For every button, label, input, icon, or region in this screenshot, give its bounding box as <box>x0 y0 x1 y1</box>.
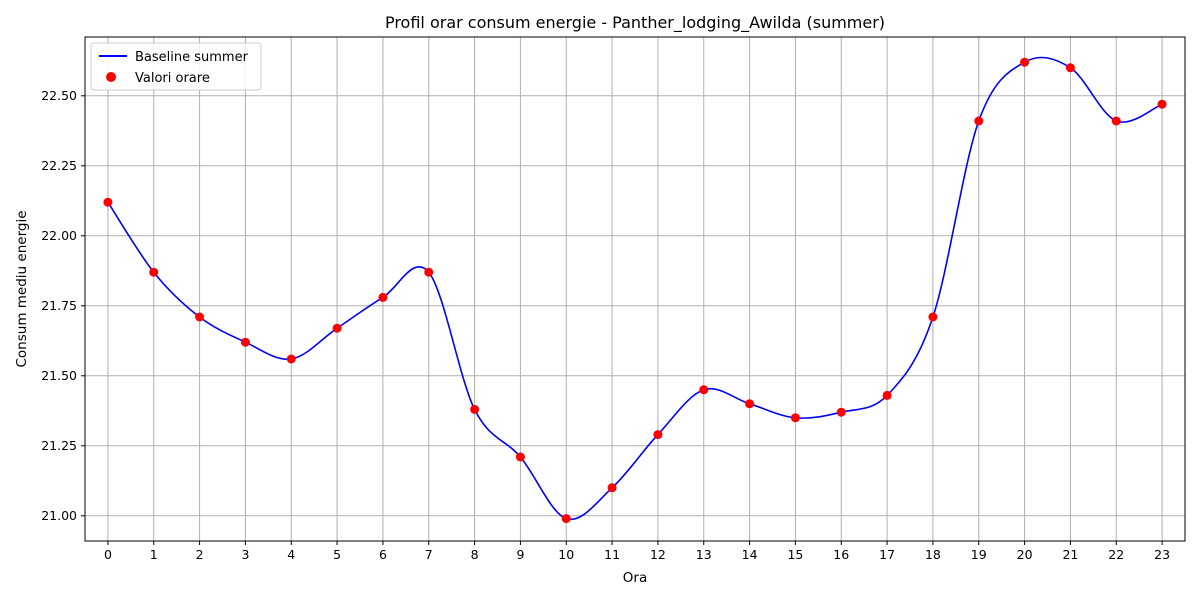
scatter-point <box>378 292 388 302</box>
scatter-point <box>332 323 342 333</box>
scatter-point <box>103 197 113 207</box>
y-axis-title: Consum mediu energie <box>14 210 30 367</box>
legend-marker-swatch <box>106 72 116 82</box>
x-tick-label: 0 <box>104 547 112 562</box>
y-tick-label: 21.25 <box>41 438 77 453</box>
x-axis-ticks: 0 1 2 3 4 5 6 7 8 9 10 11 12 13 14 15 16 17 18 19 20 21 22 23 <box>104 541 1170 562</box>
x-tick-label: 1 <box>150 547 158 562</box>
x-tick-label: 9 <box>516 547 524 562</box>
plot-area-frame <box>84 36 1186 542</box>
x-tick-label: 15 <box>787 547 803 562</box>
scatter-point <box>470 404 480 414</box>
scatter-point <box>607 483 617 493</box>
y-tick-label: 22.50 <box>41 88 77 103</box>
plot-series <box>103 56 1167 524</box>
scatter-point <box>515 452 525 462</box>
x-tick-label: 4 <box>287 547 295 562</box>
scatter-point <box>745 399 755 409</box>
scatter-point <box>1157 99 1167 109</box>
chart-title: Profil orar consum energie - Panther_lod… <box>385 13 885 33</box>
x-tick-label: 13 <box>696 547 712 562</box>
scatter-point <box>836 407 846 417</box>
x-tick-label: 6 <box>379 547 387 562</box>
x-axis-title: Ora <box>623 570 647 586</box>
scatter-point <box>1065 63 1075 73</box>
scatter-point <box>928 312 938 322</box>
x-tick-label: 14 <box>742 547 758 562</box>
y-tick-label: 21.50 <box>41 368 77 383</box>
legend: Baseline summer Valori orare <box>90 42 262 91</box>
scatter-point <box>561 514 571 524</box>
series-line-baseline <box>107 56 1163 521</box>
legend-label-line: Baseline summer <box>135 50 249 65</box>
x-tick-label: 23 <box>1154 547 1170 562</box>
scatter-point <box>1111 116 1121 126</box>
scatter-point <box>653 430 663 440</box>
y-tick-label: 21.75 <box>41 298 77 313</box>
x-tick-label: 7 <box>425 547 433 562</box>
scatter-point <box>286 354 296 364</box>
x-tick-label: 21 <box>1062 547 1078 562</box>
scatter-point <box>424 267 434 277</box>
x-tick-label: 18 <box>925 547 941 562</box>
x-tick-label: 20 <box>1017 547 1033 562</box>
x-tick-label: 8 <box>471 547 479 562</box>
scatter-point <box>790 413 800 423</box>
scatter-point <box>195 312 205 322</box>
x-tick-label: 10 <box>558 547 574 562</box>
x-tick-label: 3 <box>241 547 249 562</box>
scatter-point <box>149 267 159 277</box>
x-tick-label: 16 <box>833 547 849 562</box>
scatter-point <box>882 390 892 400</box>
x-tick-label: 22 <box>1108 547 1124 562</box>
grid-lines <box>85 37 1185 541</box>
x-tick-label: 11 <box>604 547 620 562</box>
x-tick-label: 19 <box>971 547 987 562</box>
scatter-point <box>1020 57 1030 67</box>
y-tick-label: 22.00 <box>41 228 77 243</box>
y-tick-label: 22.25 <box>41 158 77 173</box>
x-tick-label: 2 <box>196 547 204 562</box>
x-tick-label: 12 <box>650 547 666 562</box>
scatter-point <box>240 337 250 347</box>
y-axis-ticks: 21.00 21.25 21.50 21.75 22.00 22.25 22.50 <box>41 88 85 523</box>
y-tick-label: 21.00 <box>41 508 77 523</box>
x-tick-label: 5 <box>333 547 341 562</box>
scatter-point <box>699 385 709 395</box>
scatter-point <box>974 116 984 126</box>
legend-frame <box>90 42 262 91</box>
x-tick-label: 17 <box>879 547 895 562</box>
legend-label-scatter: Valori orare <box>135 71 210 86</box>
